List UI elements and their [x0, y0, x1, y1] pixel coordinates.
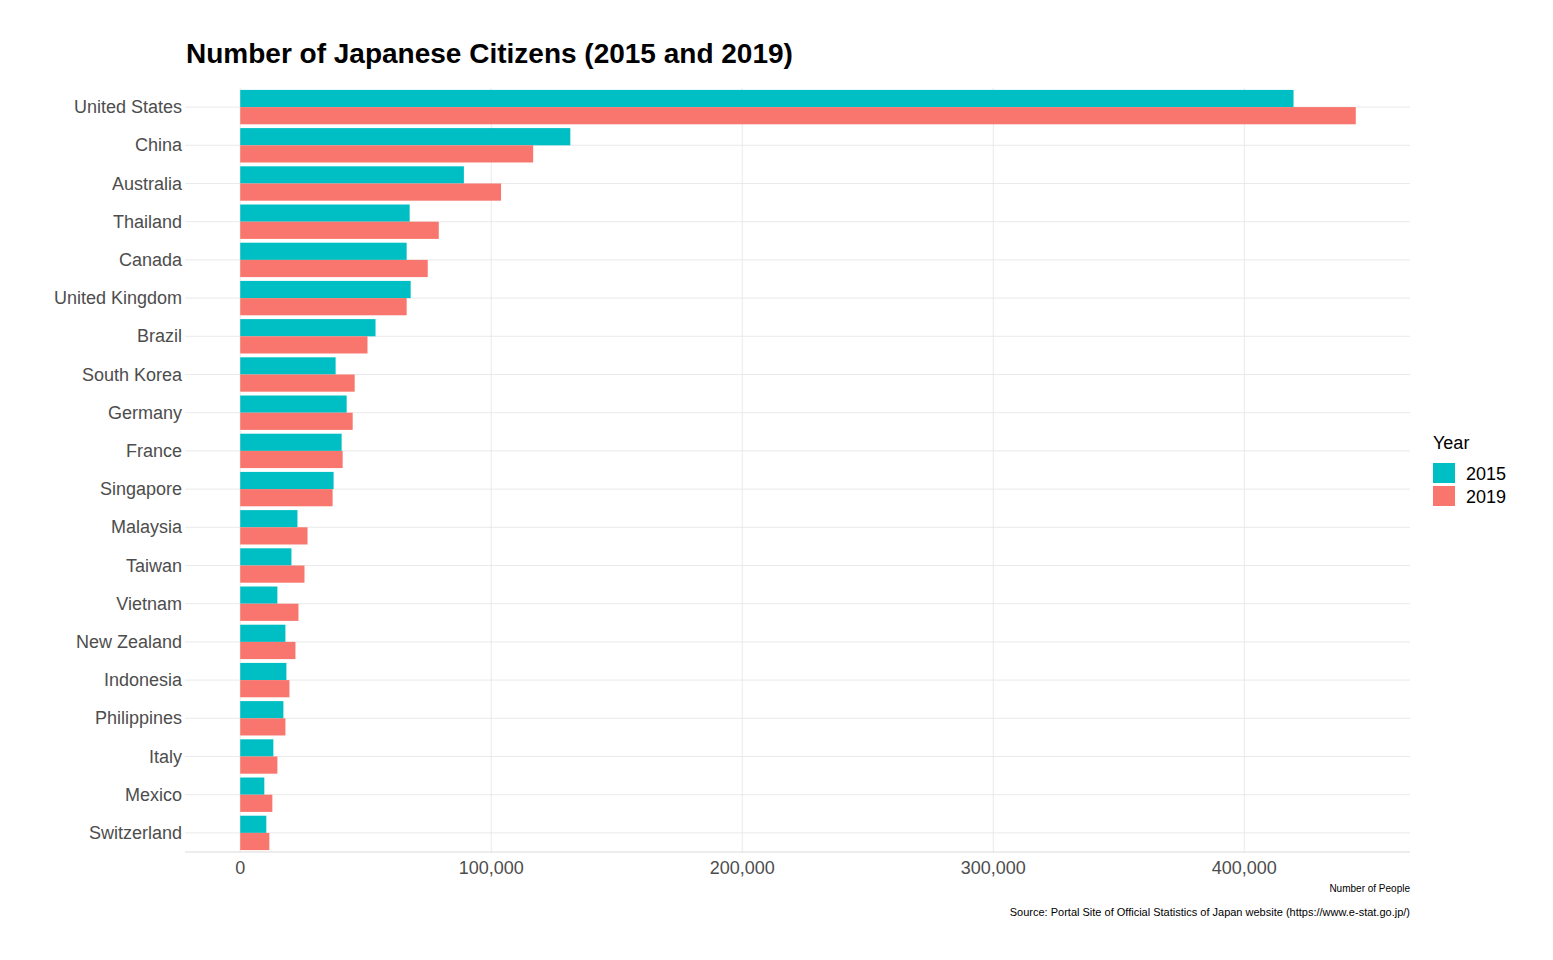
bar: [240, 527, 307, 544]
tick-label: 300,000: [961, 858, 1026, 878]
category-grid-line: [185, 489, 1410, 490]
bar: [240, 795, 272, 812]
bar: [240, 510, 297, 527]
bar: [240, 205, 409, 222]
legend-key: [1433, 463, 1455, 483]
bar: [240, 625, 285, 642]
x-axis-title: Number of People: [1329, 883, 1410, 894]
category-label: France: [126, 441, 182, 461]
category-label: Thailand: [113, 212, 182, 232]
grid-line: [1244, 88, 1245, 852]
category-grid-line: [185, 832, 1410, 833]
bar: [240, 396, 346, 413]
grid-line: [240, 88, 241, 852]
category-label: Mexico: [125, 785, 182, 805]
legend: Year 2015 2019: [1433, 433, 1506, 507]
bar: [240, 604, 298, 621]
category-grid-line: [185, 718, 1410, 719]
bar: [240, 319, 375, 336]
category-label: Malaysia: [111, 517, 183, 537]
bar: [240, 680, 289, 697]
tick-label: 0: [235, 858, 245, 878]
bar: [240, 375, 354, 392]
category-label: South Korea: [82, 365, 183, 385]
bar: [240, 184, 501, 201]
category-grid-line: [185, 412, 1410, 413]
bar: [240, 451, 342, 468]
bar: [240, 663, 286, 680]
category-label: Indonesia: [104, 670, 183, 690]
bar: [240, 489, 332, 506]
tick-label: 100,000: [459, 858, 524, 878]
bar: [240, 222, 439, 239]
bar: [240, 166, 464, 183]
category-label: Taiwan: [126, 556, 182, 576]
bar: [240, 816, 266, 833]
bar: [240, 413, 352, 430]
category-grid-line: [185, 680, 1410, 681]
category-label: Switzerland: [89, 823, 182, 843]
title: Number of Japanese Citizens (2015 and 20…: [186, 38, 793, 69]
bar: [240, 778, 264, 795]
category-label: Vietnam: [116, 594, 182, 614]
category-grid-line: [185, 374, 1410, 375]
bar: [240, 107, 1356, 124]
bar: [240, 434, 341, 451]
grid-line: [742, 88, 743, 852]
category-grid-line: [185, 565, 1410, 566]
category-label: Australia: [112, 174, 183, 194]
category-label: China: [135, 135, 183, 155]
bar: [240, 298, 406, 315]
bar: [240, 260, 428, 277]
bar: [240, 642, 295, 659]
legend-key: [1433, 486, 1455, 506]
bar: [240, 587, 277, 604]
bar: [240, 833, 269, 850]
bar: [240, 718, 285, 735]
bar: [240, 739, 273, 756]
category-grid-line: [185, 756, 1410, 757]
bar: [240, 243, 406, 260]
category-grid-line: [185, 527, 1410, 528]
chart: 0 100,000 200,000 300,000 400,000 United Stat…: [0, 0, 1553, 960]
category-label: United Kingdom: [54, 288, 182, 308]
bar: [240, 281, 410, 298]
category-label: Singapore: [100, 479, 182, 499]
tick-label: 400,000: [1212, 858, 1277, 878]
category-grid-line: [185, 450, 1410, 451]
category-label: New Zealand: [76, 632, 182, 652]
bars: [240, 90, 1356, 850]
category-label: Brazil: [137, 326, 182, 346]
category-label: Germany: [108, 403, 182, 423]
bar: [240, 357, 335, 374]
grid: [185, 88, 1410, 852]
category-label: United States: [74, 97, 182, 117]
legend-label: 2019: [1466, 487, 1506, 507]
bar: [240, 757, 277, 774]
caption: Source: Portal Site of Official Statisti…: [1010, 906, 1410, 918]
bar: [240, 336, 367, 353]
category-label: Canada: [119, 250, 183, 270]
legend-label: 2015: [1466, 464, 1506, 484]
legend-title: Year: [1433, 433, 1469, 453]
category-label: Italy: [149, 747, 182, 767]
x-axis-line: [185, 852, 1410, 853]
bar: [240, 701, 283, 718]
category-label: Philippines: [95, 708, 182, 728]
bar: [240, 145, 533, 162]
category-grid-line: [185, 794, 1410, 795]
bar: [240, 472, 333, 489]
category-grid-line: [185, 603, 1410, 604]
bar: [240, 90, 1293, 107]
category-grid-line: [185, 641, 1410, 642]
bar: [240, 548, 291, 565]
grid-line: [491, 88, 492, 852]
bar: [240, 566, 304, 583]
tick-label: 200,000: [710, 858, 775, 878]
grid-line: [993, 88, 994, 852]
bar: [240, 128, 570, 145]
